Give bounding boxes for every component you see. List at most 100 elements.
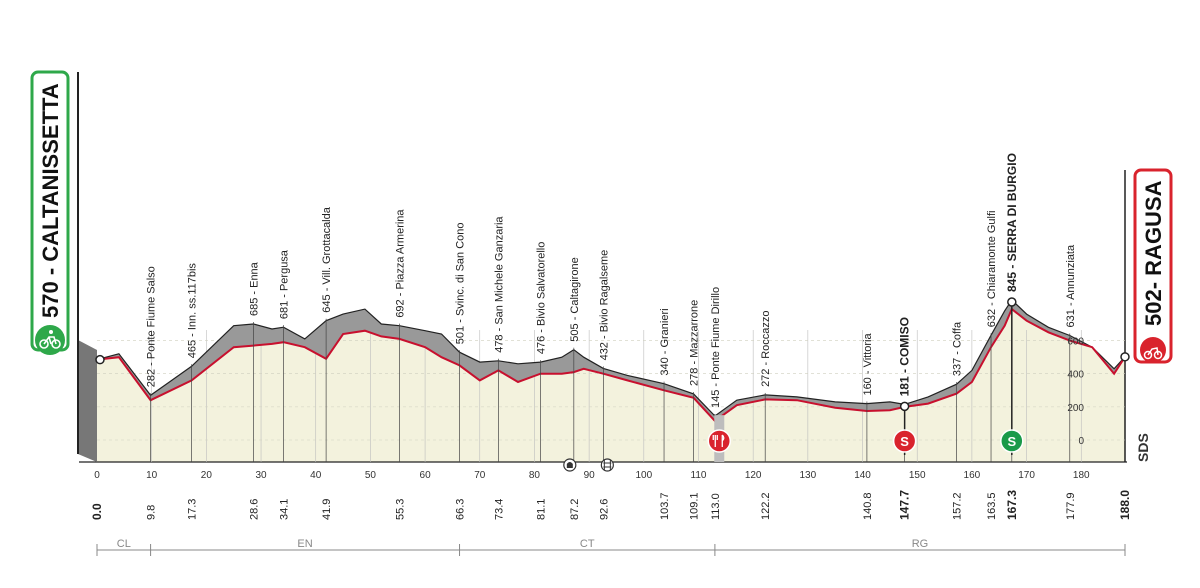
km-label: 140.8 <box>862 492 874 520</box>
waypoint-label: 272 - Roccazzo <box>760 310 772 386</box>
distance-axis: 0 10 20 30 40 50 60 70 80 90 100 110 120 130 140 150 160… <box>94 470 1090 481</box>
distance-tick-label: 40 <box>310 470 322 481</box>
finish-label: 502- RAGUSA <box>1141 180 1166 326</box>
km-label: 73.4 <box>493 499 505 520</box>
waypoint-label: 681 - Pergusa <box>278 249 290 319</box>
waypoint-label: 340 - Granieri <box>659 308 671 375</box>
sprint-bonus-icon <box>1000 429 1024 453</box>
waypoint-label: 845 - SERRA DI BURGIO <box>1005 153 1019 292</box>
waypoint-label: 282 - Ponte Fiume Salso <box>146 266 158 387</box>
distance-tick-label: 140 <box>854 470 871 481</box>
distance-tick-label: 110 <box>691 470 707 481</box>
distance-tick-label: 60 <box>420 470 432 481</box>
distance-tick-label: 170 <box>1018 470 1035 481</box>
km-label: 167.3 <box>1005 490 1019 520</box>
distance-gridlines <box>97 330 1125 462</box>
elevation-tick-label: 0 <box>1078 436 1084 447</box>
feed-zone-icon <box>707 429 732 453</box>
distance-tick-label: 50 <box>365 470 377 481</box>
waypoint-label: 181 - COMISO <box>898 317 912 396</box>
km-label: 66.3 <box>455 499 467 520</box>
finish-cyclist-icon <box>1140 337 1166 363</box>
waypoint-label: 685 - Enna <box>248 261 260 316</box>
km-label: 157.2 <box>952 492 964 520</box>
sprint-letter: S <box>900 434 909 449</box>
finish-dot <box>1120 352 1130 362</box>
distance-tick-label: 30 <box>255 470 267 481</box>
waypoint-label: 160 - Vittoria <box>862 333 874 396</box>
intermediate-sprint-icon <box>892 429 917 453</box>
elevation-tick-label: 400 <box>1067 370 1084 381</box>
waypoint-label: 631 - Annunziata <box>1065 244 1077 327</box>
km-label: 34.1 <box>278 499 290 520</box>
start-wall <box>78 340 97 462</box>
province-label: RG <box>912 538 929 550</box>
start-town: CALTANISSETTA <box>38 83 63 262</box>
distance-tick-label: 70 <box>474 470 486 481</box>
km-label: 122.2 <box>760 492 772 520</box>
province-bar: CL EN CT RG <box>96 538 1126 556</box>
km-label: 92.6 <box>598 499 610 520</box>
km-label: 147.7 <box>898 490 912 520</box>
km-label: 163.5 <box>986 492 998 520</box>
distance-tick-label: 20 <box>201 470 213 481</box>
waypoint-label: 278 - Mazzarrone <box>689 300 701 386</box>
start-label: 570 - CALTANISSETTA <box>38 83 63 318</box>
finish-altitude: 502 <box>1141 289 1166 326</box>
distance-tick-label: 10 <box>146 470 158 481</box>
climbing-bicycle-icon <box>1143 347 1163 360</box>
km-label: 28.6 <box>248 499 260 520</box>
waypoint-label: 505 - Caltagirone <box>569 257 581 341</box>
bicycle-icon <box>39 330 61 349</box>
chart-background <box>77 72 1127 463</box>
km-label: 55.3 <box>394 499 406 520</box>
start-altitude: 570 <box>38 281 63 318</box>
elevation-axis: 600 400 200 0 <box>1067 337 1084 447</box>
finish-badge: 502- RAGUSA <box>1133 168 1173 364</box>
start-badge: 570 - CALTANISSETTA <box>30 70 70 355</box>
waypoint-labels: 282 - Ponte Fiume Salso 465 - Inn. ss.117… <box>95 153 1130 462</box>
sprint-letter: S <box>1007 434 1016 449</box>
province-label: CL <box>117 538 131 550</box>
km-label: 0.0 <box>90 503 104 520</box>
distance-tick-label: 150 <box>909 470 926 481</box>
finish-town: RAGUSA <box>1141 180 1166 275</box>
waypoint-label: 478 - San Michele Ganzaria <box>493 216 505 353</box>
profile-area <box>97 309 1125 462</box>
waypoint-label: 476 - Bivio Salvatorello <box>535 242 547 355</box>
km-label: 177.9 <box>1065 492 1077 520</box>
brand-mark: SDS <box>1135 433 1151 462</box>
km-label: 113.0 <box>710 493 722 520</box>
km-label: 188.0 <box>1118 490 1132 520</box>
province-label: EN <box>297 538 312 550</box>
distance-tick-label: 90 <box>584 470 596 481</box>
km-label: 109.1 <box>689 492 701 520</box>
waypoint-label: 337 - Coffa <box>952 321 964 376</box>
distance-tick-label: 0 <box>94 470 100 481</box>
start-dot <box>95 354 105 365</box>
marker-dot <box>899 401 910 412</box>
waypoint-label: 692 - Piazza Armerina <box>394 209 406 318</box>
elevation-tick-label: 600 <box>1067 337 1084 348</box>
km-label: 87.2 <box>569 499 581 520</box>
rail-glyph <box>603 460 612 470</box>
route-line <box>96 307 1126 423</box>
km-label: 81.1 <box>535 499 547 520</box>
km-label: 41.9 <box>321 499 333 520</box>
distance-tick-label: 100 <box>635 470 652 481</box>
km-label: 103.7 <box>659 492 671 520</box>
waypoint-label: 632 - Chiaramonte Gulfi <box>986 211 998 328</box>
waypoint-label: 145 - Ponte Fiume Dirillo <box>710 287 722 408</box>
distance-tick-label: 80 <box>529 470 541 481</box>
railway-crossing-icon <box>600 458 614 472</box>
kilometre-labels: 0.0 9.8 17.3 28.6 34.1 41.9 55.3 66.3 73.4 81.1 87… <box>90 490 1132 520</box>
waypoint-label: 432 - Bivio Ragalseme <box>598 250 610 361</box>
marker-dot <box>1007 297 1017 307</box>
waypoint-label: 645 - Vill. Grottacalda <box>321 206 333 312</box>
province-label: CT <box>580 538 595 550</box>
elevation-tick-label: 200 <box>1067 403 1084 414</box>
distance-tick-label: 120 <box>745 470 762 481</box>
tunnel-arch <box>566 462 573 468</box>
